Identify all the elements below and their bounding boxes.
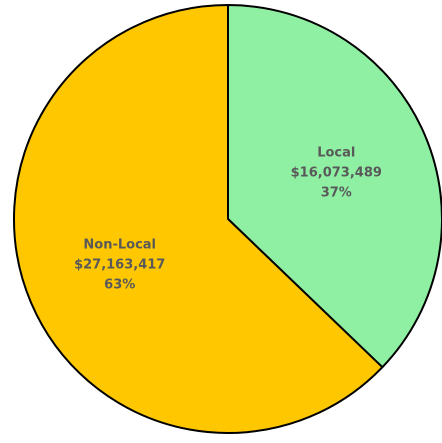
slice-label: $27,163,417 xyxy=(74,258,165,273)
slice-label: $16,073,489 xyxy=(291,165,382,180)
slice-label: Local xyxy=(317,145,355,160)
slice-label: 63% xyxy=(104,278,135,293)
slice-label: 37% xyxy=(321,185,352,200)
slice-label: Non-Local xyxy=(83,238,156,253)
pie-slice xyxy=(227,4,442,369)
pie-slice xyxy=(13,4,384,434)
